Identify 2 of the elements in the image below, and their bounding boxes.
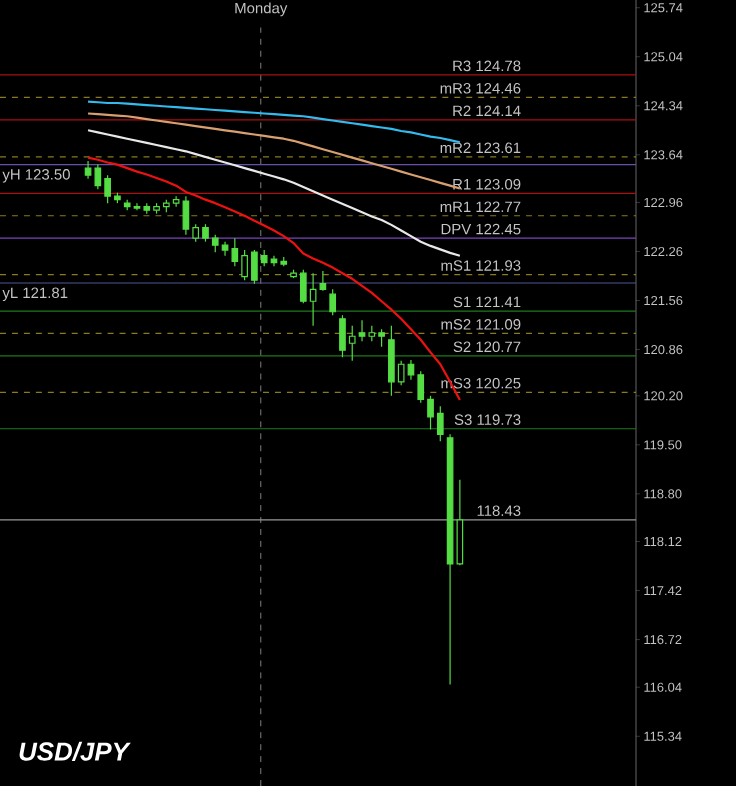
text: USD/JPY	[19, 741, 131, 761]
candlestick	[329, 288, 337, 316]
